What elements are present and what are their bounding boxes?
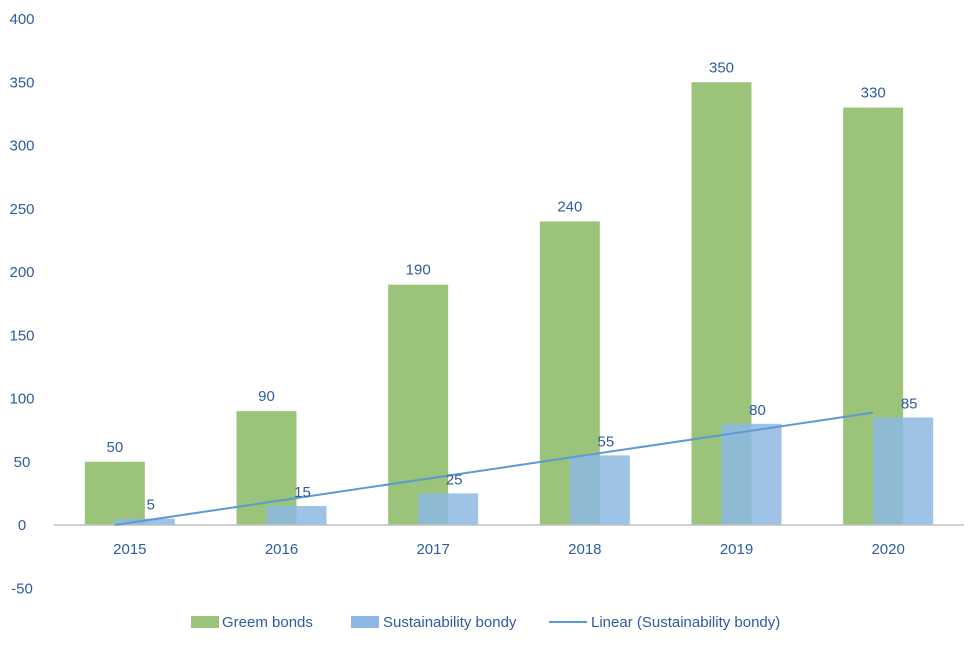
y-tick-label: 350 xyxy=(9,74,34,91)
y-tick-label: 50 xyxy=(14,454,31,471)
data-label-green-bonds: 240 xyxy=(557,198,582,215)
data-label-sustainability-bonds: 80 xyxy=(749,402,766,419)
legend-item-linear-trend: Linear (Sustainability bondy) xyxy=(549,614,780,631)
bar-sustainability-bonds xyxy=(266,506,327,525)
x-tick-label: 2017 xyxy=(416,541,449,558)
x-tick-label: 2018 xyxy=(568,541,601,558)
bar-sustainability-bonds xyxy=(569,455,630,525)
bar-sustainability-bonds xyxy=(114,518,175,525)
data-label-sustainability-bonds: 5 xyxy=(147,497,155,514)
legend-swatch-sustainability-bonds xyxy=(351,616,379,628)
data-label-sustainability-bonds: 25 xyxy=(446,471,463,488)
bar-green-bonds xyxy=(388,284,449,525)
legend-swatch-green-bonds xyxy=(191,616,219,628)
y-tick-label: 200 xyxy=(9,264,34,281)
legend: Greem bonds Sustainability bondy Linear … xyxy=(191,614,780,631)
legend-item-sustainability-bonds: Sustainability bondy xyxy=(351,614,517,631)
y-axis-tick-labels: -50 0 50 100 150 200 250 300 350 400 xyxy=(9,11,34,597)
y-tick-label: 0 xyxy=(18,517,26,534)
data-label-sustainability-bonds: 55 xyxy=(597,433,614,450)
x-tick-label: 2019 xyxy=(720,541,753,558)
y-tick-label: 100 xyxy=(9,391,34,408)
x-tick-label: 2015 xyxy=(113,541,146,558)
data-label-green-bonds: 350 xyxy=(709,59,734,76)
legend-label-green-bonds: Greem bonds xyxy=(222,614,313,631)
bar-sustainability-bonds xyxy=(721,423,782,525)
bar-sustainability-bonds xyxy=(418,493,479,525)
trendline-linear xyxy=(114,411,874,526)
data-label-green-bonds: 50 xyxy=(106,439,123,456)
bar-green-bonds xyxy=(84,461,145,525)
data-labels: 50 5 90 15 190 25 240 55 350 80 330 85 xyxy=(106,59,917,513)
x-tick-label: 2016 xyxy=(265,541,298,558)
trendline xyxy=(114,411,874,526)
legend-label-linear-trend: Linear (Sustainability bondy) xyxy=(591,614,780,631)
data-label-sustainability-bonds: 85 xyxy=(901,395,918,412)
bars xyxy=(84,82,934,526)
y-tick-label: 300 xyxy=(9,138,34,155)
data-label-green-bonds: 90 xyxy=(258,388,275,405)
y-tick-label: 400 xyxy=(9,11,34,28)
y-tick-label: 250 xyxy=(9,201,34,218)
legend-label-sustainability-bonds: Sustainability bondy xyxy=(383,614,517,631)
data-label-green-bonds: 190 xyxy=(406,262,431,279)
x-axis-tick-labels: 2015 2016 2017 2018 2019 2020 xyxy=(113,541,905,558)
y-tick-label: -50 xyxy=(11,580,33,597)
legend-item-green-bonds: Greem bonds xyxy=(191,614,313,631)
data-label-green-bonds: 330 xyxy=(861,85,886,102)
x-tick-label: 2020 xyxy=(871,541,904,558)
y-tick-label: 150 xyxy=(9,327,34,344)
bar-sustainability-bonds xyxy=(873,417,934,525)
data-label-sustainability-bonds: 15 xyxy=(294,484,311,501)
